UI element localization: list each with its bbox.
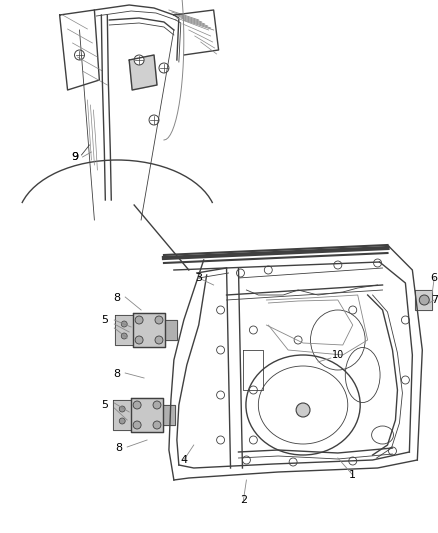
Circle shape bbox=[249, 386, 258, 394]
Polygon shape bbox=[165, 320, 177, 340]
Polygon shape bbox=[163, 405, 175, 425]
Circle shape bbox=[119, 418, 125, 424]
Circle shape bbox=[389, 447, 396, 455]
Text: 9: 9 bbox=[71, 152, 78, 162]
Circle shape bbox=[349, 306, 357, 314]
Circle shape bbox=[217, 391, 225, 399]
Circle shape bbox=[153, 401, 161, 409]
Circle shape bbox=[159, 63, 169, 73]
Text: 5: 5 bbox=[101, 400, 108, 410]
Text: 3: 3 bbox=[195, 273, 202, 283]
Circle shape bbox=[149, 115, 159, 125]
Circle shape bbox=[119, 406, 125, 412]
Circle shape bbox=[153, 421, 161, 429]
Circle shape bbox=[243, 456, 251, 464]
Text: 8: 8 bbox=[116, 443, 123, 453]
Text: 5: 5 bbox=[101, 315, 108, 325]
Circle shape bbox=[402, 376, 410, 384]
Text: 1: 1 bbox=[349, 470, 356, 480]
Circle shape bbox=[134, 55, 144, 65]
Circle shape bbox=[155, 316, 163, 324]
Circle shape bbox=[349, 457, 357, 465]
Polygon shape bbox=[129, 55, 157, 90]
Circle shape bbox=[135, 316, 143, 324]
Circle shape bbox=[419, 295, 429, 305]
Text: 8: 8 bbox=[114, 369, 121, 379]
Polygon shape bbox=[115, 315, 133, 345]
Circle shape bbox=[374, 259, 381, 267]
Circle shape bbox=[249, 326, 258, 334]
Circle shape bbox=[264, 266, 272, 274]
Text: 4: 4 bbox=[180, 455, 187, 465]
Circle shape bbox=[217, 346, 225, 354]
Circle shape bbox=[155, 336, 163, 344]
Circle shape bbox=[135, 336, 143, 344]
Polygon shape bbox=[415, 290, 432, 310]
Circle shape bbox=[296, 403, 310, 417]
Circle shape bbox=[121, 321, 127, 327]
Text: 8: 8 bbox=[114, 293, 121, 303]
Text: 2: 2 bbox=[240, 495, 247, 505]
Circle shape bbox=[121, 333, 127, 339]
Circle shape bbox=[289, 458, 297, 466]
Polygon shape bbox=[133, 313, 165, 347]
Circle shape bbox=[249, 436, 258, 444]
Circle shape bbox=[402, 316, 410, 324]
Circle shape bbox=[133, 421, 141, 429]
Text: 9: 9 bbox=[71, 152, 78, 162]
Circle shape bbox=[217, 436, 225, 444]
Circle shape bbox=[237, 269, 244, 277]
Text: 7: 7 bbox=[431, 295, 438, 305]
Polygon shape bbox=[131, 398, 163, 432]
Circle shape bbox=[74, 50, 85, 60]
Text: 6: 6 bbox=[431, 273, 438, 283]
Circle shape bbox=[217, 306, 225, 314]
Text: 10: 10 bbox=[332, 350, 344, 360]
Polygon shape bbox=[113, 400, 131, 430]
Circle shape bbox=[334, 261, 342, 269]
Circle shape bbox=[294, 336, 302, 344]
Circle shape bbox=[133, 401, 141, 409]
